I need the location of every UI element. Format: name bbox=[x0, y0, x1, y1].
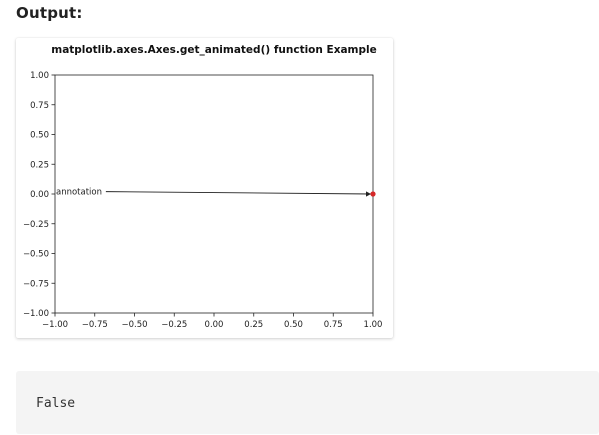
chart-title: matplotlib.axes.Axes.get_animated() func… bbox=[51, 44, 377, 56]
output-text: False bbox=[36, 396, 76, 411]
y-tick-label: 0.25 bbox=[30, 160, 49, 170]
output-console: False bbox=[16, 371, 599, 434]
y-tick-label: 0.00 bbox=[30, 190, 49, 200]
y-tick-label: −0.50 bbox=[23, 250, 49, 260]
x-tick-label: −1.00 bbox=[42, 320, 68, 330]
x-tick-label: 0.25 bbox=[244, 320, 263, 330]
plot-marks: annotation bbox=[56, 188, 376, 198]
output-heading: Output: bbox=[16, 4, 83, 22]
y-tick-label: 0.50 bbox=[30, 131, 49, 141]
y-tick-label: −1.00 bbox=[23, 309, 49, 319]
chart-figure: matplotlib.axes.Axes.get_animated() func… bbox=[16, 38, 393, 338]
chart-svg: matplotlib.axes.Axes.get_animated() func… bbox=[23, 44, 383, 330]
y-tick-label: −0.25 bbox=[23, 220, 49, 230]
x-tick-label: 0.50 bbox=[284, 320, 303, 330]
annotation-arrow bbox=[105, 191, 372, 195]
y-tick-label: 1.00 bbox=[30, 71, 49, 81]
x-tick-label: −0.75 bbox=[82, 320, 108, 330]
x-tick-label: 1.00 bbox=[364, 320, 383, 330]
x-tick-label: −0.25 bbox=[161, 320, 187, 330]
y-tick-label: −0.75 bbox=[23, 279, 49, 289]
annotation-arrowhead bbox=[366, 191, 371, 197]
x-tick-label: 0.75 bbox=[324, 320, 343, 330]
x-tick-label: −0.50 bbox=[121, 320, 147, 330]
x-axis-ticks: −1.00 −0.75 −0.50 −0.25 0.00 0.25 0.50 0.75 1.00 bbox=[42, 313, 383, 330]
annotation-label: annotation bbox=[56, 188, 102, 198]
x-tick-label: 0.00 bbox=[205, 320, 224, 330]
y-axis-ticks: 1.00 0.75 0.50 0.25 0.00 −0.25 −0.50 −0.75 −1.00 bbox=[23, 71, 55, 319]
data-point bbox=[370, 191, 376, 197]
y-tick-label: 0.75 bbox=[30, 101, 49, 111]
